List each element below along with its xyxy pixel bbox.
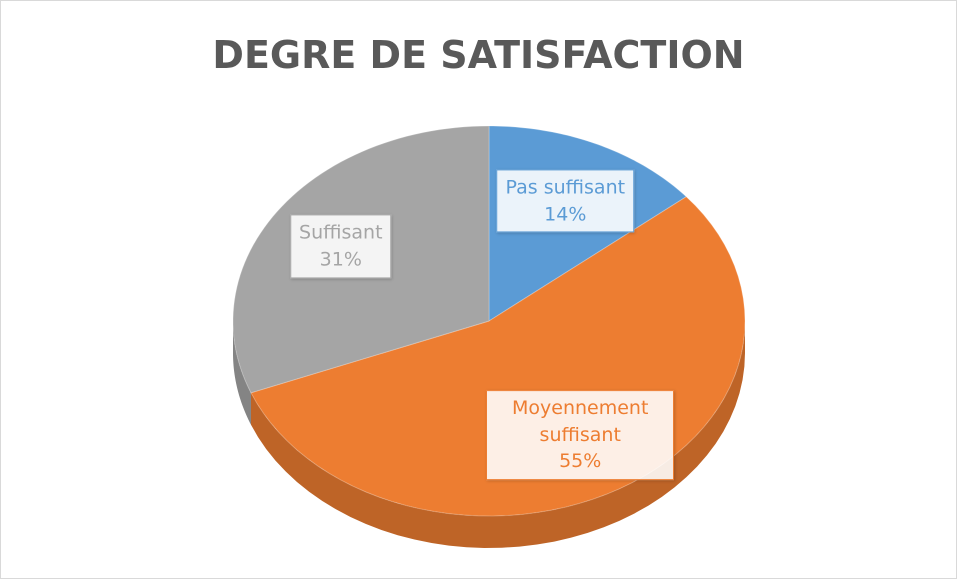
label-category: Suffisant [299, 221, 383, 244]
data-label: Moyennement suffisant 55% [486, 390, 675, 481]
label-category: Pas suffisant [505, 176, 626, 199]
label-value: 31% [319, 248, 362, 271]
chart-title: DEGRE DE SATISFACTION [212, 33, 745, 77]
label-value: 14% [544, 203, 587, 226]
slice-side [233, 321, 251, 425]
data-label: Suffisant 31% [290, 214, 392, 279]
label-value: 55% [559, 450, 602, 473]
data-label: Pas suffisant 14% [496, 169, 635, 233]
slice-side [250, 321, 745, 548]
label-category: Moyennement suffisant [512, 397, 649, 446]
